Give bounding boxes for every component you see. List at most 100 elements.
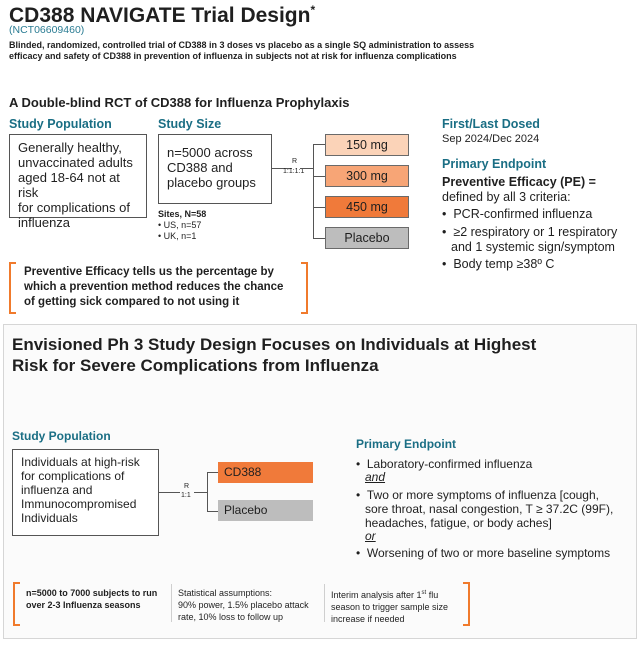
callout-bracket-left (9, 262, 16, 314)
connector (313, 238, 325, 239)
callout-bracket-right (301, 262, 308, 314)
primary-endpoint-heading: Primary Endpoint (442, 157, 547, 171)
endpoint-item-3: • Worsening of two or more baseline symp… (356, 546, 610, 561)
bullet-dot: • (356, 546, 367, 560)
dosed-dates: Sep 2024/Dec 2024 (442, 133, 540, 145)
footer-col-2-line: Statistical assumptions: (178, 588, 273, 598)
connector (159, 492, 180, 493)
study-size-box: n=5000 across CD388 and placebo groups (158, 134, 272, 204)
footer-col-3-line: increase if needed (331, 614, 405, 624)
study-size-heading: Study Size (158, 117, 222, 131)
footer-divider (324, 584, 325, 622)
sp-line: Generally healthy, (18, 140, 122, 155)
endpoint-item-2-b: sore throat, nasal congestion, T ≥ 37.2C… (365, 502, 614, 516)
bottom-randomization-ratio: 1:1 (181, 492, 191, 499)
arm-300mg: 300 mg (325, 165, 409, 187)
footer-col-2-line: rate, 10% loss to follow up (178, 612, 284, 622)
sp-line: influenza (18, 215, 71, 230)
ss-line: n=5000 across (167, 145, 253, 160)
bullet-dot: • (442, 225, 454, 239)
sp-line: aged 18-64 not at risk (18, 170, 120, 200)
criterion-1: • PCR-confirmed influenza (442, 207, 592, 222)
pe-definition-1: Preventive Efficacy (PE) = (442, 175, 596, 189)
connector (272, 168, 292, 169)
callout-line: Preventive Efficacy tells us the percent… (24, 266, 274, 278)
top-title-text: CD388 NAVIGATE Trial Design (9, 4, 311, 27)
sp-line: for complications of (18, 200, 130, 215)
footer-col-3-b: flu (426, 590, 439, 600)
top-title-mark: * (310, 3, 316, 17)
endpoint-item-2-a: Two or more symptoms of influenza [cough… (366, 488, 599, 502)
criterion-2-text-b: and 1 systemic sign/symptom (451, 240, 615, 254)
connector (207, 511, 218, 512)
endpoint-item-1: • Laboratory-confirmed influenza (356, 457, 532, 472)
bullet-dot: • (442, 207, 454, 221)
bsp-line: Immunocompromised (21, 497, 137, 511)
bullet-dot: • (442, 257, 454, 271)
footer-bracket-right (463, 582, 470, 626)
endpoint-item-2: • Two or more symptoms of influenza [cou… (356, 488, 613, 530)
sp-line: unvaccinated adults (18, 155, 133, 170)
bsp-line: influenza and (21, 483, 93, 497)
arm-cd388: CD388 (218, 462, 313, 483)
site-uk: • UK, n=1 (158, 231, 197, 241)
footer-col-3-line-1: Interim analysis after 1st flu (331, 587, 448, 601)
sites-heading: Sites, N=58 (158, 209, 207, 219)
connector (313, 176, 325, 177)
top-subtitle-1: Blinded, randomized, controlled trial of… (9, 40, 475, 50)
or-connector: or (365, 529, 376, 543)
bullet-dot: • (356, 457, 367, 471)
arm-450mg: 450 mg (325, 196, 409, 218)
bottom-study-population-box: Individuals at high-risk for complicatio… (12, 449, 159, 536)
randomization-label: R (292, 158, 298, 165)
criterion-3: • Body temp ≥38º C (442, 257, 554, 272)
footer-col-2-line: 90% power, 1.5% placebo attack (178, 600, 309, 610)
footer-col-3-a: Interim analysis after 1 (331, 590, 422, 600)
callout-line: which a prevention method reduces the ch… (24, 281, 284, 293)
footer-col-3: Interim analysis after 1st flu season to… (331, 587, 448, 625)
endpoint-item-3-text: Worsening of two or more baseline sympto… (366, 546, 611, 560)
bsp-line: Individuals (21, 511, 78, 525)
bottom-title: Envisioned Ph 3 Study Design Focuses on … (12, 334, 536, 376)
callout-line: of getting sick compared to not using it (24, 296, 240, 308)
endpoint-item-2-c: headaches, fatigue, or body aches] (365, 516, 552, 530)
pe-definition-2: defined by all 3 criteria: (442, 190, 571, 204)
connector (194, 492, 207, 493)
footer-bracket-left (13, 582, 20, 626)
connector (300, 168, 313, 169)
bottom-randomization-label: R (184, 483, 190, 490)
endpoint-item-1-text: Laboratory-confirmed influenza (366, 457, 533, 471)
top-title: CD388 NAVIGATE Trial Design* (9, 3, 315, 28)
connector (207, 472, 208, 512)
and-connector: and (365, 470, 386, 484)
footer-col-1: n=5000 to 7000 subjects to run over 2-3 … (26, 587, 157, 611)
connector (207, 472, 218, 473)
bottom-title-line: Risk for Severe Complications from Influ… (12, 356, 379, 375)
bottom-study-population-heading: Study Population (12, 429, 111, 443)
criterion-3-text: Body temp ≥38º C (453, 257, 555, 271)
dosed-heading: First/Last Dosed (442, 117, 540, 131)
ss-line: placebo groups (167, 175, 256, 190)
bottom-primary-endpoint-heading: Primary Endpoint (356, 437, 457, 451)
connector (313, 144, 325, 145)
ss-line: CD388 and (167, 160, 233, 175)
top-subtitle-2: efficacy and safety of CD388 in preventi… (9, 51, 457, 61)
footer-col-3-line: season to trigger sample size (331, 602, 449, 612)
footer-divider (171, 584, 172, 622)
randomization-ratio: 1:1:1:1 (283, 168, 305, 175)
bsp-line: for complications of (21, 469, 125, 483)
arm-placebo: Placebo (325, 227, 409, 249)
connector (313, 207, 325, 208)
study-population-heading: Study Population (9, 117, 112, 131)
nct-id: (NCT06609460) (9, 24, 85, 36)
footer-col-2: Statistical assumptions: 90% power, 1.5%… (178, 587, 309, 623)
section-heading: A Double-blind RCT of CD388 for Influenz… (9, 95, 350, 110)
criterion-2-text-a: ≥2 respiratory or 1 respiratory (453, 225, 618, 239)
footer-col-1-line: over 2-3 Influenza seasons (26, 600, 141, 610)
arm-150mg: 150 mg (325, 134, 409, 156)
connector (313, 144, 314, 239)
bottom-title-line: Envisioned Ph 3 Study Design Focuses on … (12, 335, 537, 354)
arm-placebo-bottom: Placebo (218, 500, 313, 521)
criterion-2: • ≥2 respiratory or 1 respiratory and 1 … (442, 225, 617, 255)
bullet-dot: • (356, 488, 367, 502)
